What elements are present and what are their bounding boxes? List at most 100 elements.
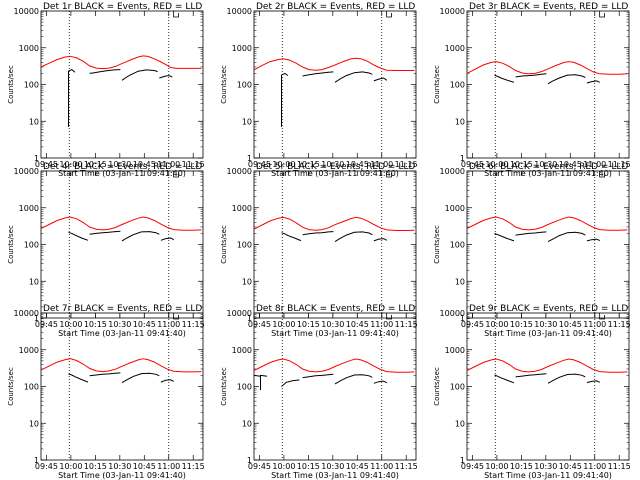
y-tick-label: 100 [450, 81, 465, 90]
y-tick-label: 1000 [232, 204, 252, 213]
y-tick-label: 10 [242, 277, 252, 286]
saa-flag-marker [173, 171, 179, 178]
x-tick-label: 10:15 [510, 462, 533, 471]
panel-title: Det 9r BLACK = Events, RED = LLD [469, 304, 628, 314]
x-tick-label: 10:45 [346, 320, 369, 329]
x-tick-label: 09:45 [248, 160, 271, 169]
y-tick-label: 1 [34, 314, 39, 323]
lld-series-line [40, 358, 202, 373]
events-series-line [302, 71, 334, 77]
x-tick-label: 10:00 [59, 320, 82, 329]
y-tick-label: 100 [450, 241, 465, 250]
x-tick-label: 11:00 [583, 462, 606, 471]
x-tick-label: 11:15 [182, 462, 205, 471]
x-tick-label: 09:45 [35, 462, 58, 471]
y-tick-label: 10 [455, 419, 465, 428]
y-tick-label: 10000 [14, 309, 39, 318]
y-tick-label: 10000 [14, 7, 39, 16]
x-axis-label: Start Time (03-Jan-11 09:41:40) [58, 169, 186, 178]
y-tick-label: 10 [242, 117, 252, 126]
x-axis-label: Start Time (03-Jan-11 09:41:40) [58, 471, 186, 480]
x-axis-label: Start Time (03-Jan-11 09:41:40) [271, 169, 399, 178]
saa-flag-marker [599, 11, 605, 18]
y-axis-label: Counts/sec [433, 367, 441, 406]
lld-series-line [40, 55, 202, 70]
events-series-line [494, 374, 515, 384]
panel-9: Det 9r BLACK = Events, RED = LLD 1 10 100 10… [433, 304, 631, 480]
y-axis-label: Counts/sec [433, 225, 441, 264]
y-tick-label: 10000 [227, 7, 252, 16]
panel-title: Det 3r BLACK = Events, RED = LLD [469, 2, 628, 12]
events-series-line [373, 77, 388, 82]
y-tick-label: 1 [460, 154, 465, 163]
events-series-line [253, 374, 261, 377]
x-tick-label: 10:15 [297, 462, 320, 471]
x-tick-label: 10:45 [559, 320, 582, 329]
x-tick-label: 11:15 [395, 160, 418, 169]
events-series-line [302, 231, 334, 236]
y-tick-label: 1 [247, 154, 252, 163]
y-tick-label: 10000 [440, 167, 465, 176]
lld-series-line [40, 216, 202, 231]
x-tick-label: 11:15 [608, 320, 631, 329]
x-tick-label: 10:15 [297, 320, 320, 329]
events-series-line [160, 237, 175, 241]
events-series-line [373, 380, 388, 384]
panel-title: Det 5r BLACK = Events, RED = LLD [256, 162, 415, 172]
y-tick-label: 10000 [227, 167, 252, 176]
panel-6: Det 6r BLACK = Events, RED = LLD 1 10 100 10… [433, 162, 631, 338]
events-series-line [547, 74, 586, 85]
x-tick-label: 09:45 [248, 320, 271, 329]
x-tick-label: 11:15 [182, 160, 205, 169]
y-axis-label: Counts/sec [433, 65, 441, 104]
saa-flag-marker [173, 11, 179, 18]
events-series-line [494, 74, 515, 83]
x-tick-label: 10:30 [534, 462, 557, 471]
saa-flag-marker [386, 313, 392, 320]
x-tick-label: 10:15 [510, 160, 533, 169]
x-tick-label: 10:00 [485, 160, 508, 169]
x-axis-label: Start Time (03-Jan-11 09:41:40) [271, 329, 399, 338]
x-tick-label: 10:30 [108, 320, 131, 329]
x-tick-label: 11:00 [583, 320, 606, 329]
y-tick-label: 100 [237, 241, 252, 250]
events-series-line [515, 73, 547, 78]
x-tick-label: 11:00 [370, 462, 393, 471]
y-tick-label: 100 [450, 383, 465, 392]
x-axis-label: Start Time (03-Jan-11 09:41:40) [484, 329, 612, 338]
x-tick-label: 10:15 [510, 320, 533, 329]
y-tick-label: 10000 [14, 167, 39, 176]
events-series-line [68, 231, 89, 241]
y-tick-label: 1000 [232, 44, 252, 53]
x-tick-label: 09:45 [461, 462, 484, 471]
events-series-line [121, 69, 158, 81]
plot-frame [466, 10, 630, 159]
x-tick-label: 10:15 [84, 320, 107, 329]
events-series-line [89, 230, 121, 235]
y-tick-label: 1000 [19, 346, 39, 355]
y-tick-label: 100 [237, 81, 252, 90]
lld-series-line [253, 57, 415, 71]
saa-flag-marker [173, 313, 179, 320]
x-tick-label: 09:45 [35, 160, 58, 169]
panel-3: Det 3r BLACK = Events, RED = LLD 1 10 100 10… [433, 2, 631, 178]
x-axis-label: Start Time (03-Jan-11 09:41:40) [484, 169, 612, 178]
events-series-line [547, 231, 586, 243]
x-tick-label: 10:45 [559, 462, 582, 471]
y-tick-label: 1 [247, 456, 252, 465]
y-tick-label: 100 [24, 383, 39, 392]
events-series-line [302, 373, 334, 379]
y-tick-label: 1 [34, 154, 39, 163]
y-tick-label: 100 [237, 383, 252, 392]
events-series-line [281, 72, 289, 127]
events-series-line [121, 372, 160, 384]
x-tick-label: 10:30 [321, 462, 344, 471]
y-tick-label: 1 [34, 456, 39, 465]
events-series-line [89, 372, 121, 377]
lld-series-line [466, 358, 628, 373]
y-tick-label: 1 [460, 314, 465, 323]
events-series-line [281, 232, 302, 242]
x-tick-label: 10:00 [272, 160, 295, 169]
events-series-line [586, 380, 601, 384]
y-tick-label: 1000 [445, 44, 465, 53]
